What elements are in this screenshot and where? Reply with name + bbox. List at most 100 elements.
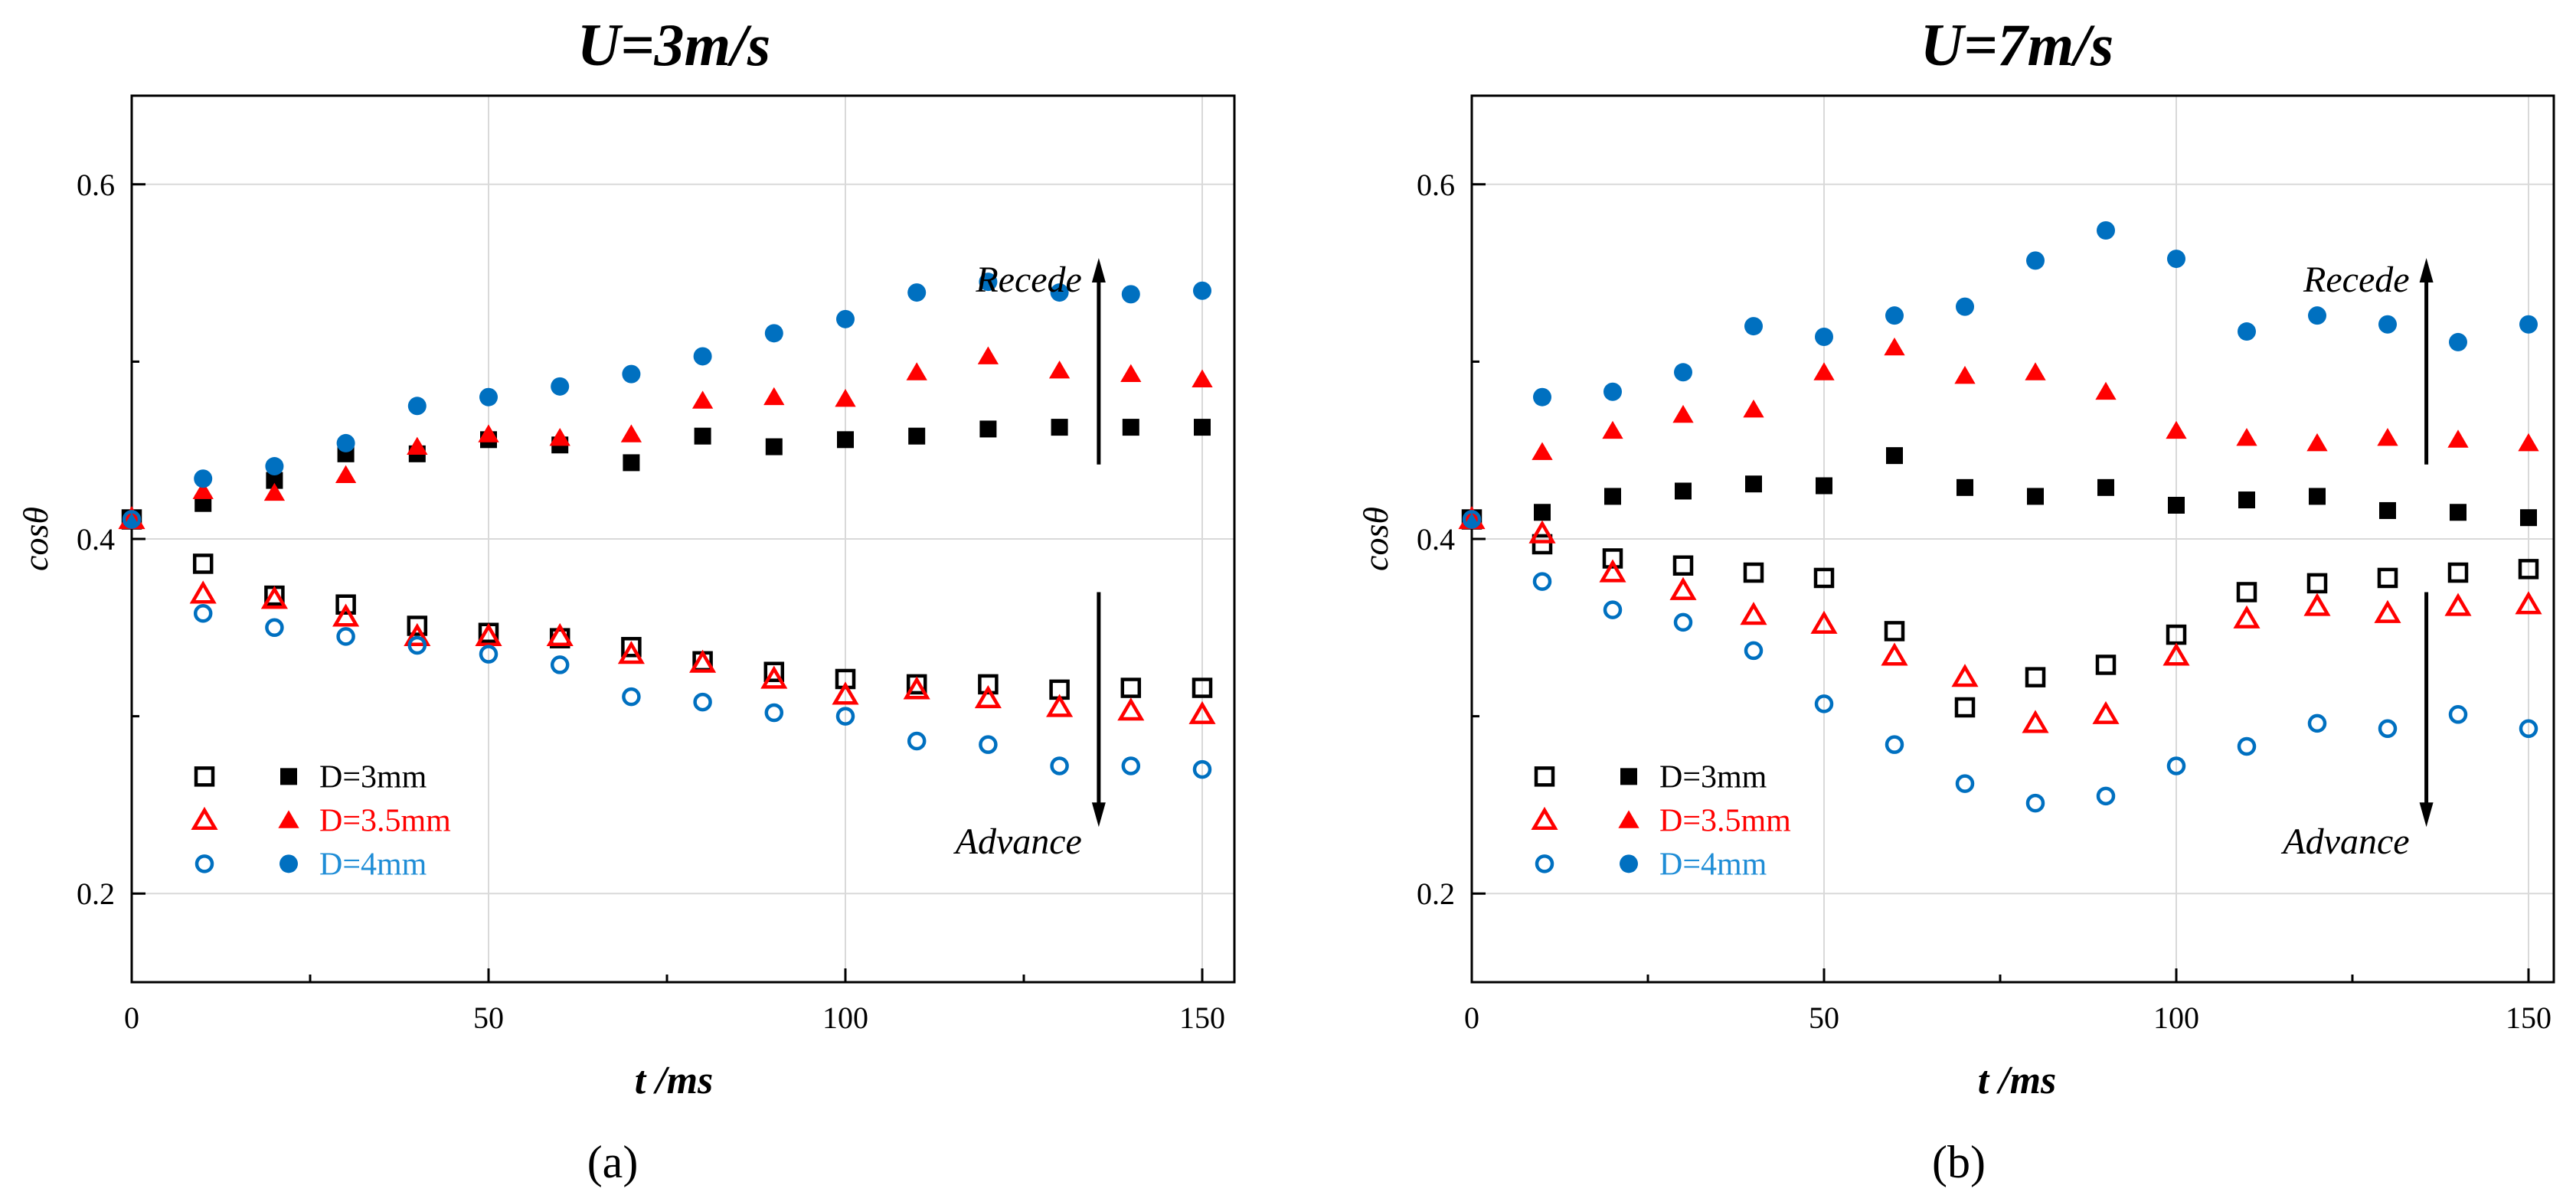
data-point — [2233, 605, 2261, 629]
data-point — [2520, 509, 2537, 527]
data-point — [1048, 360, 1071, 379]
legend-marker-filled — [280, 768, 297, 785]
data-point — [2097, 478, 2114, 496]
data-point — [1533, 387, 1551, 406]
data-point — [2306, 573, 2328, 594]
data-point — [907, 731, 927, 751]
x-tick-label: 0 — [1464, 1001, 1479, 1035]
data-point — [2309, 488, 2326, 505]
data-point — [189, 580, 217, 604]
chart-panel-a: 0 50 100 150 0.2 0.4 0.6 U=3m/s t /ms cosθ Recede A… — [16, 11, 1236, 1102]
legend-marker-open — [194, 766, 215, 787]
data-point — [1955, 774, 1975, 793]
x-tick-label: 50 — [1809, 1001, 1839, 1035]
data-point — [1532, 572, 1552, 591]
data-point — [265, 618, 284, 638]
data-point — [694, 427, 711, 445]
legend-label: D=3.5mm — [319, 803, 451, 838]
data-point — [2379, 501, 2396, 519]
data-point — [622, 687, 641, 707]
data-point — [407, 615, 428, 636]
data-point — [1122, 419, 1139, 436]
recede-annotation: Recede — [975, 260, 1082, 300]
data-point — [832, 681, 859, 705]
data-point — [549, 427, 570, 446]
legend-marker-filled — [280, 854, 298, 873]
data-point — [1599, 559, 1626, 583]
x-tick-label: 100 — [2153, 1001, 2199, 1035]
data-point — [1743, 562, 1764, 583]
data-point — [903, 676, 930, 700]
chart-panel-b: 0 50 100 150 0.2 0.4 0.6 U=7m/s t /ms cosθ Recede A… — [1356, 11, 2555, 1102]
data-point — [1603, 600, 1623, 619]
data-point — [1745, 475, 1762, 493]
data-point — [336, 433, 355, 452]
data-point — [974, 684, 1002, 709]
data-point — [407, 397, 427, 416]
advance-arrow-head — [1091, 802, 1106, 828]
x-tick-label: 0 — [124, 1001, 139, 1035]
data-point — [1050, 756, 1069, 775]
data-point — [2236, 582, 2257, 602]
series-recede-d-4mm — [1463, 221, 2538, 529]
data-point — [260, 586, 288, 609]
data-point — [1121, 756, 1141, 775]
data-point — [2378, 315, 2397, 334]
y-tick-label: 0.4 — [77, 522, 115, 557]
y-tick-label: 0.2 — [77, 877, 115, 911]
legend-marker-open — [1531, 806, 1558, 830]
data-point — [335, 465, 357, 484]
data-point — [2449, 332, 2467, 351]
legend: D=3mm D=3.5mm D=4mm — [1531, 759, 1791, 882]
legend-label: D=3.5mm — [1659, 803, 1791, 838]
data-point — [1744, 641, 1764, 661]
series-advance-d-4mm — [1462, 510, 2538, 813]
data-point — [617, 641, 645, 664]
data-point — [2166, 756, 2186, 775]
data-point — [979, 735, 998, 754]
data-point — [763, 661, 785, 682]
gridlines — [1472, 96, 2554, 982]
data-point — [1117, 697, 1145, 721]
x-axis-label: t /ms — [635, 1059, 714, 1102]
data-point — [122, 510, 142, 529]
advance-annotation: Advance — [2280, 821, 2409, 862]
data-point — [760, 665, 788, 689]
data-point — [835, 707, 855, 726]
data-point — [2025, 793, 2045, 813]
data-point — [1813, 362, 1835, 380]
series-recede-d-3-5mm — [121, 346, 1213, 527]
data-point — [2308, 306, 2326, 325]
data-point — [907, 283, 927, 302]
legend-label: D=4mm — [319, 847, 427, 882]
data-point — [263, 482, 286, 501]
data-point — [475, 622, 502, 647]
y-tick-label: 0.6 — [1417, 168, 1455, 202]
data-point — [2518, 433, 2539, 452]
data-point — [835, 389, 856, 407]
legend-label: D=3mm — [1659, 759, 1767, 795]
data-point — [1192, 759, 1212, 779]
data-point — [335, 594, 356, 615]
data-point — [1120, 677, 1142, 698]
x-tick-label: 150 — [2506, 1001, 2551, 1035]
data-point — [2025, 362, 2046, 380]
legend-marker-open — [195, 854, 214, 873]
x-axis-label: t /ms — [1978, 1059, 2057, 1102]
series-advance-d-3mm — [1461, 509, 2539, 718]
series-recede-d-4mm — [123, 273, 1211, 529]
data-point — [978, 674, 999, 695]
data-point — [265, 457, 284, 476]
legend-marker-open — [191, 806, 218, 830]
recede-annotation: Recede — [2303, 260, 2410, 300]
data-point — [1051, 419, 1068, 436]
data-point — [764, 703, 784, 723]
data-point — [2378, 719, 2398, 739]
legend-label: D=3mm — [319, 759, 427, 795]
data-point — [906, 674, 927, 695]
data-point — [1669, 576, 1697, 600]
data-point — [2162, 642, 2190, 666]
data-point — [1954, 365, 1976, 384]
data-point — [479, 387, 498, 406]
